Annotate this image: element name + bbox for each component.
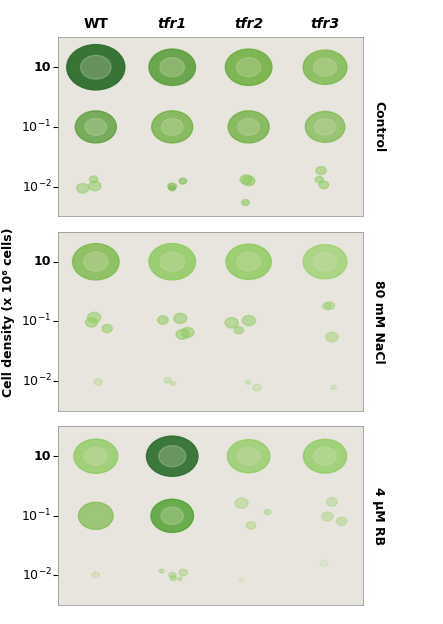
Circle shape	[237, 57, 261, 77]
Circle shape	[314, 447, 337, 465]
Text: Control: Control	[372, 101, 385, 152]
Circle shape	[161, 507, 183, 525]
Circle shape	[238, 119, 260, 135]
Text: $10^{-2}$: $10^{-2}$	[22, 567, 51, 584]
Circle shape	[303, 439, 347, 473]
Circle shape	[89, 176, 98, 182]
Circle shape	[94, 379, 102, 385]
Circle shape	[316, 167, 326, 175]
Circle shape	[174, 313, 187, 323]
Circle shape	[326, 332, 338, 342]
Circle shape	[159, 569, 164, 573]
Circle shape	[67, 44, 125, 90]
Circle shape	[242, 316, 256, 326]
Circle shape	[239, 578, 244, 582]
Circle shape	[158, 316, 168, 324]
Text: $10^{-1}$: $10^{-1}$	[21, 507, 51, 524]
Circle shape	[225, 49, 272, 85]
Text: $10^{-2}$: $10^{-2}$	[22, 178, 51, 195]
Circle shape	[88, 312, 101, 323]
Text: tfr3: tfr3	[311, 17, 340, 31]
Text: WT: WT	[83, 17, 108, 31]
Circle shape	[237, 253, 260, 271]
Text: 10: 10	[34, 255, 51, 268]
Circle shape	[235, 498, 248, 509]
Circle shape	[169, 186, 175, 191]
Text: $10^{-1}$: $10^{-1}$	[21, 313, 51, 329]
Circle shape	[303, 50, 347, 84]
Circle shape	[75, 111, 117, 143]
Text: $10^{-1}$: $10^{-1}$	[21, 119, 51, 135]
Circle shape	[85, 318, 97, 327]
Text: 80 mM NaCl: 80 mM NaCl	[372, 280, 385, 363]
Circle shape	[253, 384, 261, 391]
Circle shape	[81, 56, 111, 79]
Circle shape	[227, 440, 270, 473]
Circle shape	[178, 577, 182, 580]
Circle shape	[315, 177, 323, 183]
Circle shape	[305, 112, 345, 142]
Circle shape	[89, 181, 101, 191]
Text: tfr2: tfr2	[234, 17, 263, 31]
Circle shape	[151, 499, 194, 532]
Text: $10^{-2}$: $10^{-2}$	[22, 373, 51, 389]
Circle shape	[240, 175, 252, 184]
Circle shape	[147, 436, 198, 476]
Circle shape	[322, 512, 333, 521]
Circle shape	[160, 57, 184, 77]
Circle shape	[303, 245, 347, 279]
Text: 10: 10	[34, 450, 51, 463]
Circle shape	[226, 244, 271, 280]
Circle shape	[84, 252, 108, 271]
Circle shape	[237, 447, 260, 465]
Circle shape	[325, 302, 334, 310]
Circle shape	[243, 176, 255, 186]
Circle shape	[234, 326, 244, 334]
Circle shape	[323, 303, 331, 310]
Circle shape	[326, 498, 337, 506]
Circle shape	[170, 576, 176, 580]
Text: 10: 10	[34, 61, 51, 74]
Circle shape	[161, 119, 183, 135]
Circle shape	[169, 572, 176, 578]
Circle shape	[164, 378, 171, 383]
Circle shape	[73, 243, 119, 280]
Circle shape	[102, 324, 113, 333]
Circle shape	[314, 253, 337, 271]
Circle shape	[225, 318, 238, 328]
Circle shape	[179, 178, 187, 184]
Circle shape	[314, 58, 337, 76]
Circle shape	[77, 183, 89, 193]
Circle shape	[85, 119, 107, 135]
Circle shape	[245, 380, 251, 384]
Circle shape	[176, 329, 189, 339]
Circle shape	[160, 252, 184, 271]
Circle shape	[331, 385, 336, 389]
Circle shape	[320, 560, 327, 567]
Circle shape	[159, 446, 186, 467]
Circle shape	[171, 382, 175, 385]
Circle shape	[149, 243, 195, 280]
Circle shape	[319, 181, 329, 188]
Circle shape	[228, 111, 269, 143]
Circle shape	[264, 510, 271, 515]
Text: 4 μM RB: 4 μM RB	[372, 487, 385, 545]
Text: tfr1: tfr1	[158, 17, 187, 31]
Circle shape	[336, 517, 347, 525]
Circle shape	[84, 447, 107, 466]
Circle shape	[242, 200, 249, 205]
Circle shape	[168, 183, 176, 190]
Circle shape	[78, 502, 113, 529]
Circle shape	[149, 49, 195, 85]
Circle shape	[152, 111, 193, 143]
Circle shape	[179, 569, 187, 576]
Circle shape	[315, 119, 335, 135]
Circle shape	[246, 522, 256, 529]
Circle shape	[181, 328, 194, 338]
Circle shape	[92, 572, 100, 578]
Text: Cell density (x 10⁶ cells): Cell density (x 10⁶ cells)	[2, 227, 16, 397]
Circle shape	[74, 439, 118, 474]
